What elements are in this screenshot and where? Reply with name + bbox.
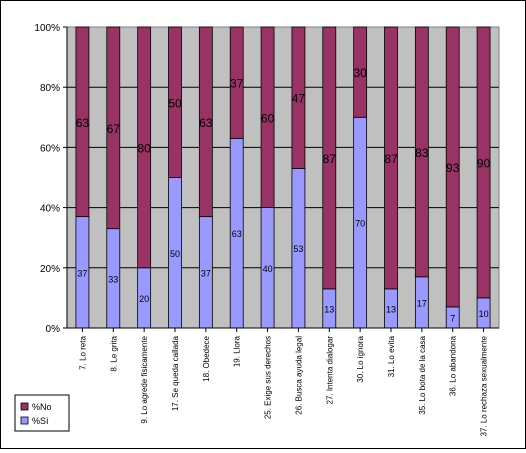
data-label-si: 7 <box>450 313 455 323</box>
plot-area <box>66 26 500 329</box>
bar-no <box>168 26 182 178</box>
data-label-si: 63 <box>232 229 242 239</box>
data-label-no: 37 <box>230 77 244 91</box>
x-tick-label: 31. Lo evita <box>387 335 396 377</box>
y-tick-label: 0% <box>46 324 61 335</box>
data-label-no: 80 <box>137 141 151 155</box>
x-tick-label: 17. Se queda callada <box>171 335 180 411</box>
x-tick-label: 7. Lo reta <box>78 335 87 369</box>
y-tick-label: 60% <box>40 143 60 154</box>
bar-no <box>229 26 244 139</box>
data-label-no: 93 <box>446 161 460 175</box>
data-label-no: 87 <box>384 152 398 166</box>
data-label-si: 37 <box>201 268 211 278</box>
bar-no <box>353 26 368 118</box>
data-label-si: 40 <box>263 264 273 274</box>
y-tick-label: 40% <box>40 204 60 215</box>
y-tick-label: 20% <box>40 264 60 275</box>
bar-no <box>384 26 398 290</box>
x-tick-label: 8. Le grita <box>109 335 118 371</box>
bar-no <box>445 26 460 308</box>
bar-no <box>75 26 90 218</box>
bar-no <box>414 26 429 278</box>
data-label-si: 13 <box>324 304 334 314</box>
bar-no <box>476 26 491 299</box>
x-tick-label: 19. Llora <box>233 335 242 367</box>
data-label-no: 83 <box>415 146 429 160</box>
data-label-no: 63 <box>199 116 213 130</box>
bar-no <box>291 26 306 169</box>
x-tick-label: 30. Lo ignora <box>356 335 365 382</box>
data-label-no: 30 <box>353 66 367 80</box>
data-label-si: 13 <box>386 304 396 314</box>
bar-no <box>198 26 213 218</box>
legend-swatch <box>20 416 29 425</box>
data-label-si: 37 <box>77 268 87 278</box>
data-label-no: 47 <box>292 92 306 106</box>
data-label-no: 60 <box>261 111 275 125</box>
legend-swatch <box>20 402 29 411</box>
data-label-si: 10 <box>479 309 489 319</box>
data-label-si: 17 <box>417 298 427 308</box>
x-tick-label: 25. Exige sus derechos <box>264 336 273 419</box>
legend-box <box>14 394 70 432</box>
bar-no <box>106 26 121 230</box>
x-tick-label: 37. Lo rechaza sexualmente <box>480 335 489 436</box>
bar-no <box>322 26 337 290</box>
bar-no <box>260 26 275 209</box>
data-label-si: 70 <box>355 219 365 229</box>
legend-label: %No <box>32 402 52 412</box>
data-label-no: 50 <box>168 96 182 110</box>
data-label-no: 87 <box>323 152 337 166</box>
data-label-si: 53 <box>293 244 303 254</box>
y-tick-label: 80% <box>40 83 60 94</box>
legend-label: %Sí <box>32 416 49 426</box>
data-label-si: 20 <box>139 294 149 304</box>
y-tick-label: 100% <box>34 23 60 34</box>
x-tick-label: 9. Lo agrede fisicamente <box>140 335 149 423</box>
data-label-si: 50 <box>170 249 180 259</box>
x-tick-label: 26. Busca ayuda legal <box>294 336 303 415</box>
x-tick-label: 36. Lo abandona <box>449 335 458 396</box>
data-label-no: 67 <box>107 122 121 136</box>
data-label-no: 90 <box>477 156 491 170</box>
bar-no <box>137 26 152 269</box>
data-label-no: 63 <box>76 116 90 130</box>
data-label-si: 33 <box>108 274 118 284</box>
x-tick-label: 18. Obedece <box>202 335 211 381</box>
x-tick-label: 35. Lo bota de la casa <box>418 335 427 414</box>
x-tick-label: 27. Intenta dialogar <box>325 336 334 405</box>
